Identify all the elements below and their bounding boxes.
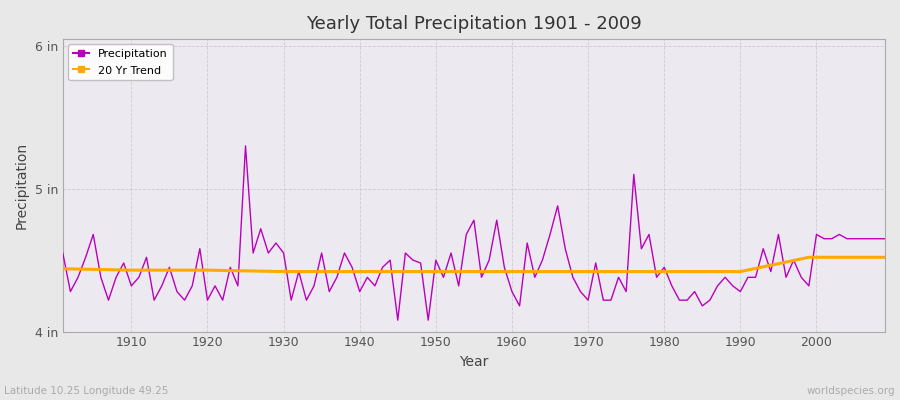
Legend: Precipitation, 20 Yr Trend: Precipitation, 20 Yr Trend: [68, 44, 173, 80]
Text: worldspecies.org: worldspecies.org: [807, 386, 896, 396]
Y-axis label: Precipitation: Precipitation: [15, 142, 29, 229]
X-axis label: Year: Year: [459, 355, 489, 369]
Title: Yearly Total Precipitation 1901 - 2009: Yearly Total Precipitation 1901 - 2009: [306, 15, 642, 33]
Text: Latitude 10.25 Longitude 49.25: Latitude 10.25 Longitude 49.25: [4, 386, 169, 396]
